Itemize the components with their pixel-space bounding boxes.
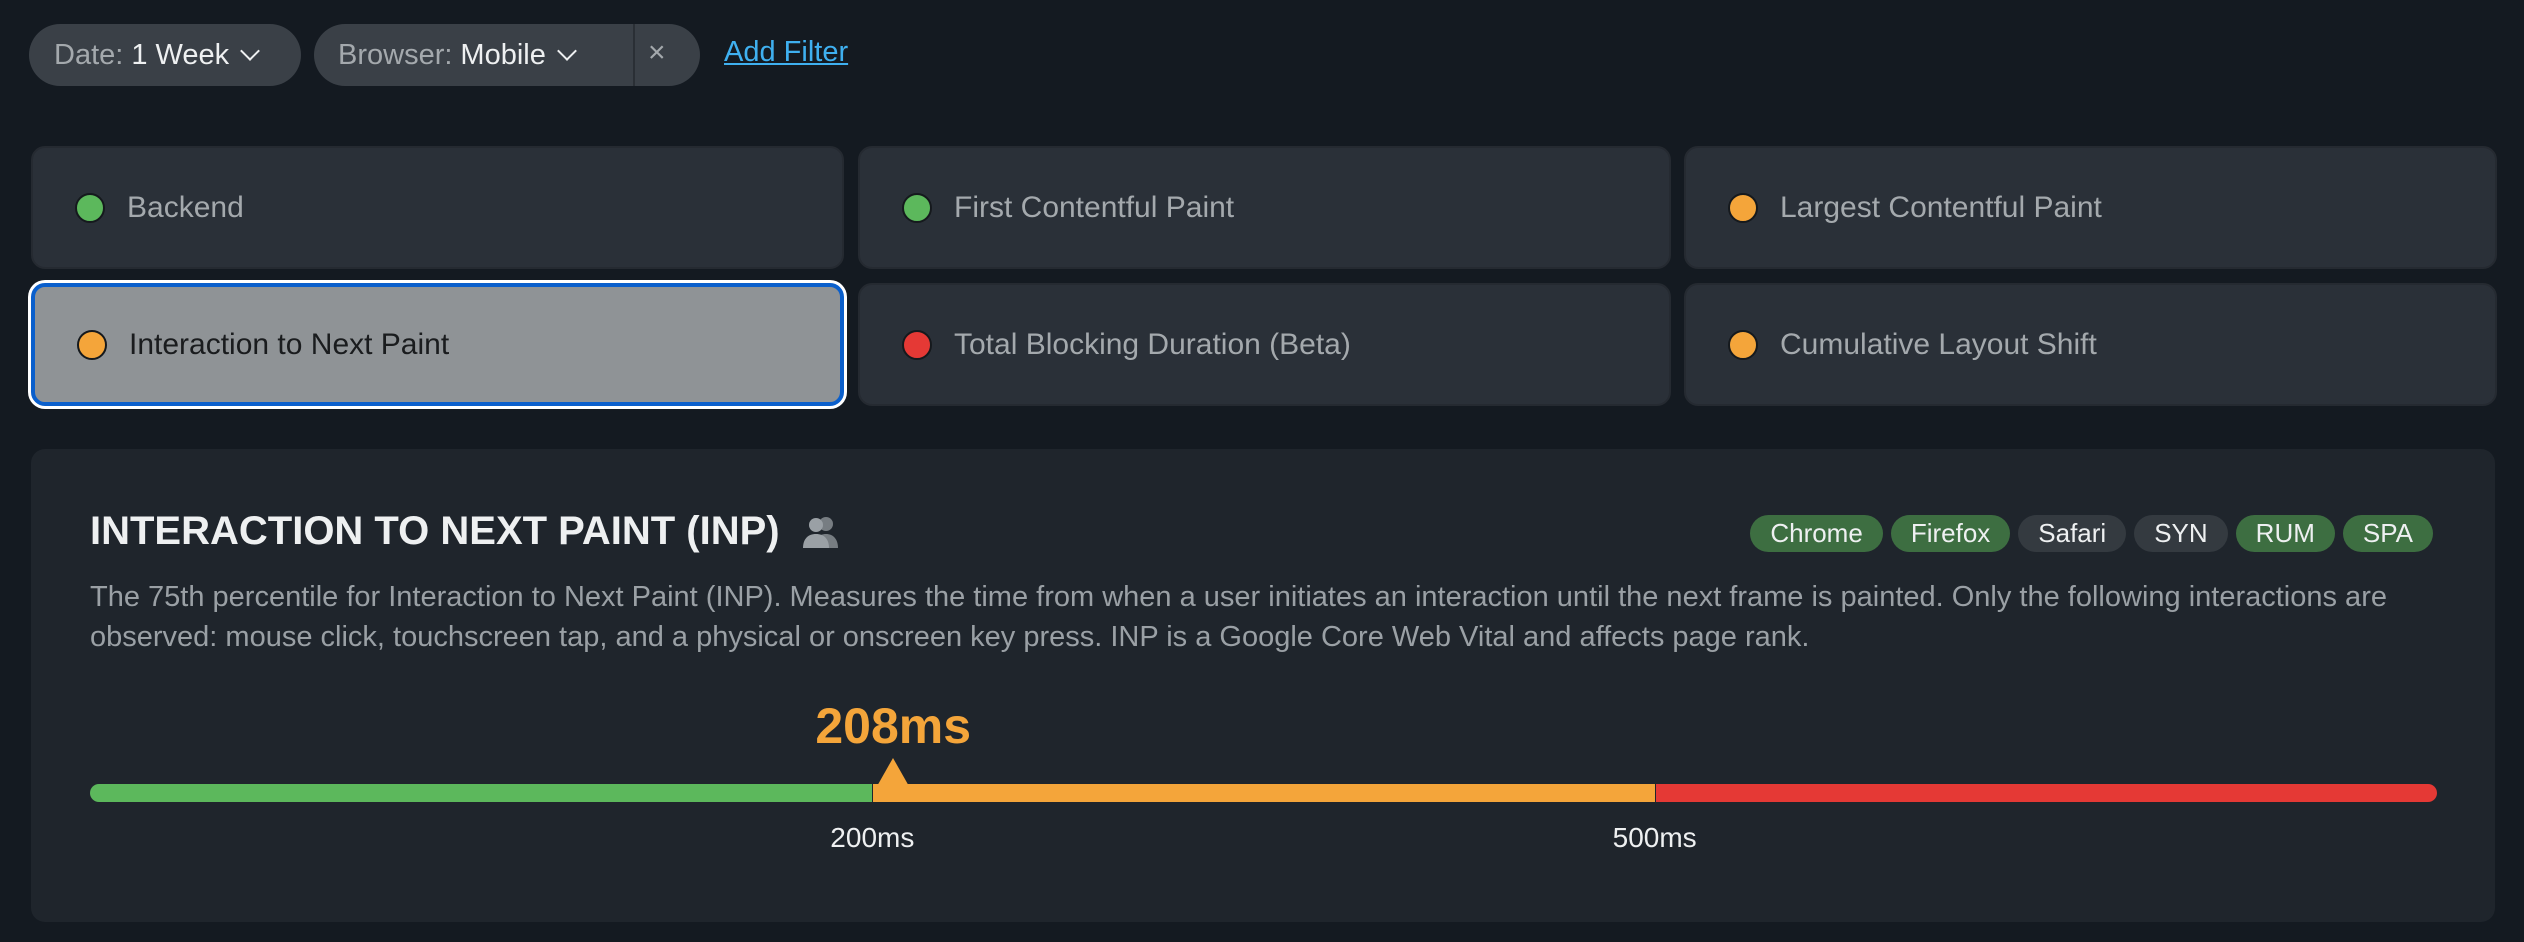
metric-card-label: Backend xyxy=(127,190,244,224)
threshold-label: 500ms xyxy=(1612,822,1697,853)
metric-card-backend[interactable]: Backend xyxy=(31,146,844,269)
metric-card-label: Interaction to Next Paint xyxy=(129,327,450,361)
status-dot-icon xyxy=(75,192,105,223)
browser-filter-value: Mobile xyxy=(460,38,546,71)
metric-card-label: First Contentful Paint xyxy=(954,190,1235,224)
tag-firefox[interactable]: Firefox xyxy=(1890,515,2011,552)
browser-filter-label: Browser: xyxy=(338,38,453,71)
metric-card-cumulative-layout-shift[interactable]: Cumulative Layout Shift xyxy=(1684,283,2497,406)
chevron-down-icon xyxy=(556,41,577,61)
status-dot-icon xyxy=(902,192,932,223)
metric-detail-panel: INTERACTION TO NEXT PAINT (INP) Chrome Fi… xyxy=(31,449,2495,922)
gauge-poor-segment xyxy=(1655,784,2437,802)
metric-value: 208ms xyxy=(815,698,972,754)
status-dot-icon xyxy=(77,329,107,360)
tag-chrome[interactable]: Chrome xyxy=(1750,515,1883,552)
tag-list: Chrome Firefox Safari SYN RUM SPA xyxy=(1750,515,2433,552)
tag-spa[interactable]: SPA xyxy=(2342,515,2433,552)
status-dot-icon xyxy=(1728,192,1758,223)
add-filter-link[interactable]: Add Filter xyxy=(724,36,849,68)
metric-description: The 75th percentile for Interaction to N… xyxy=(90,581,2387,653)
date-filter-label: Date: xyxy=(54,38,124,71)
gauge-needs-improvement-segment xyxy=(873,784,1655,802)
metric-card-largest-contentful-paint[interactable]: Largest Contentful Paint xyxy=(1684,146,2497,269)
threshold-label: 200ms xyxy=(830,822,915,853)
chevron-down-icon xyxy=(240,41,261,61)
browser-filter[interactable]: Browser: Mobile × xyxy=(314,24,700,86)
metric-card-label: Cumulative Layout Shift xyxy=(1780,327,2097,361)
tag-syn[interactable]: SYN xyxy=(2134,515,2228,552)
gauge-good-segment xyxy=(90,784,873,802)
status-dot-icon xyxy=(1728,329,1758,360)
users-icon xyxy=(802,516,838,548)
tag-safari[interactable]: Safari xyxy=(2018,515,2127,552)
metric-title-text: INTERACTION TO NEXT PAINT (INP) xyxy=(90,509,780,553)
value-marker-icon xyxy=(876,758,911,788)
metric-card-label: Total Blocking Duration (Beta) xyxy=(954,327,1351,361)
close-icon[interactable]: × xyxy=(648,36,666,69)
tag-rum[interactable]: RUM xyxy=(2235,515,2335,552)
date-filter-value: 1 Week xyxy=(131,38,230,71)
metric-card-first-contentful-paint[interactable]: First Contentful Paint xyxy=(858,146,1671,269)
metric-card-total-blocking-duration-beta[interactable]: Total Blocking Duration (Beta) xyxy=(858,283,1671,406)
date-filter[interactable]: Date: 1 Week xyxy=(29,24,301,86)
divider xyxy=(633,24,635,86)
metric-title: INTERACTION TO NEXT PAINT (INP) xyxy=(90,509,844,554)
metric-card-label: Largest Contentful Paint xyxy=(1780,190,2102,224)
status-dot-icon xyxy=(902,329,932,360)
metric-card-interaction-to-next-paint[interactable]: Interaction to Next Paint xyxy=(31,283,844,406)
